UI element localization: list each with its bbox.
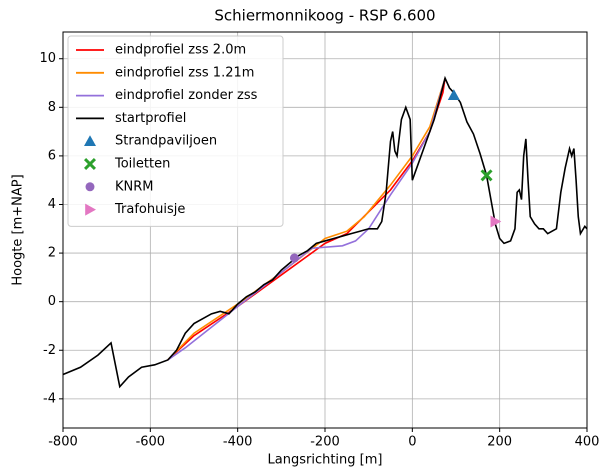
y-tick-label: 6 xyxy=(48,148,56,163)
legend-label: Trafohuisje xyxy=(114,202,185,217)
x-tick-label: -800 xyxy=(48,435,78,450)
x-axis-label: Langsrichting [m] xyxy=(268,453,383,468)
x-tick-label: -200 xyxy=(310,435,340,450)
legend-marker xyxy=(85,182,95,192)
scatter-point xyxy=(289,253,299,263)
legend-box xyxy=(67,35,284,227)
legend-label: eindprofiel zonder zss xyxy=(115,88,258,103)
x-tick-label: 0 xyxy=(408,435,416,450)
legend-label: eindprofiel zss 1.21m xyxy=(115,65,254,80)
scatter-point xyxy=(447,89,460,100)
y-tick-label: 4 xyxy=(48,197,56,212)
y-tick-label: -2 xyxy=(43,343,56,358)
chart-title: Schiermonnikoog - RSP 6.600 xyxy=(214,7,435,25)
legend-marker xyxy=(84,158,96,170)
line-series xyxy=(63,75,587,389)
x-tick-label: -600 xyxy=(136,435,166,450)
legend-marker xyxy=(85,203,96,216)
scatter-point xyxy=(480,169,493,182)
y-tick-label: 10 xyxy=(39,51,56,66)
x-tick-label: -400 xyxy=(223,435,253,450)
legend-label: Toiletten xyxy=(114,157,170,172)
x-tick-label: 200 xyxy=(487,435,512,450)
legend-marker xyxy=(84,135,96,146)
scatter-point xyxy=(490,215,502,228)
y-tick-label: 2 xyxy=(48,246,56,261)
legend-label: startprofiel xyxy=(115,111,186,126)
y-axis-label: Hoogte [m+NAP] xyxy=(11,174,26,285)
x-tick-label: 400 xyxy=(575,435,600,450)
legend-label: eindprofiel zss 2.0m xyxy=(115,43,246,58)
legend-label: KNRM xyxy=(115,179,154,194)
y-tick-label: -4 xyxy=(43,391,56,406)
y-tick-label: 0 xyxy=(48,294,56,309)
y-tick-label: 8 xyxy=(48,100,56,115)
legend-label: Strandpaviljoen xyxy=(115,134,217,149)
plot-frame xyxy=(62,31,588,429)
line-series xyxy=(167,77,446,361)
